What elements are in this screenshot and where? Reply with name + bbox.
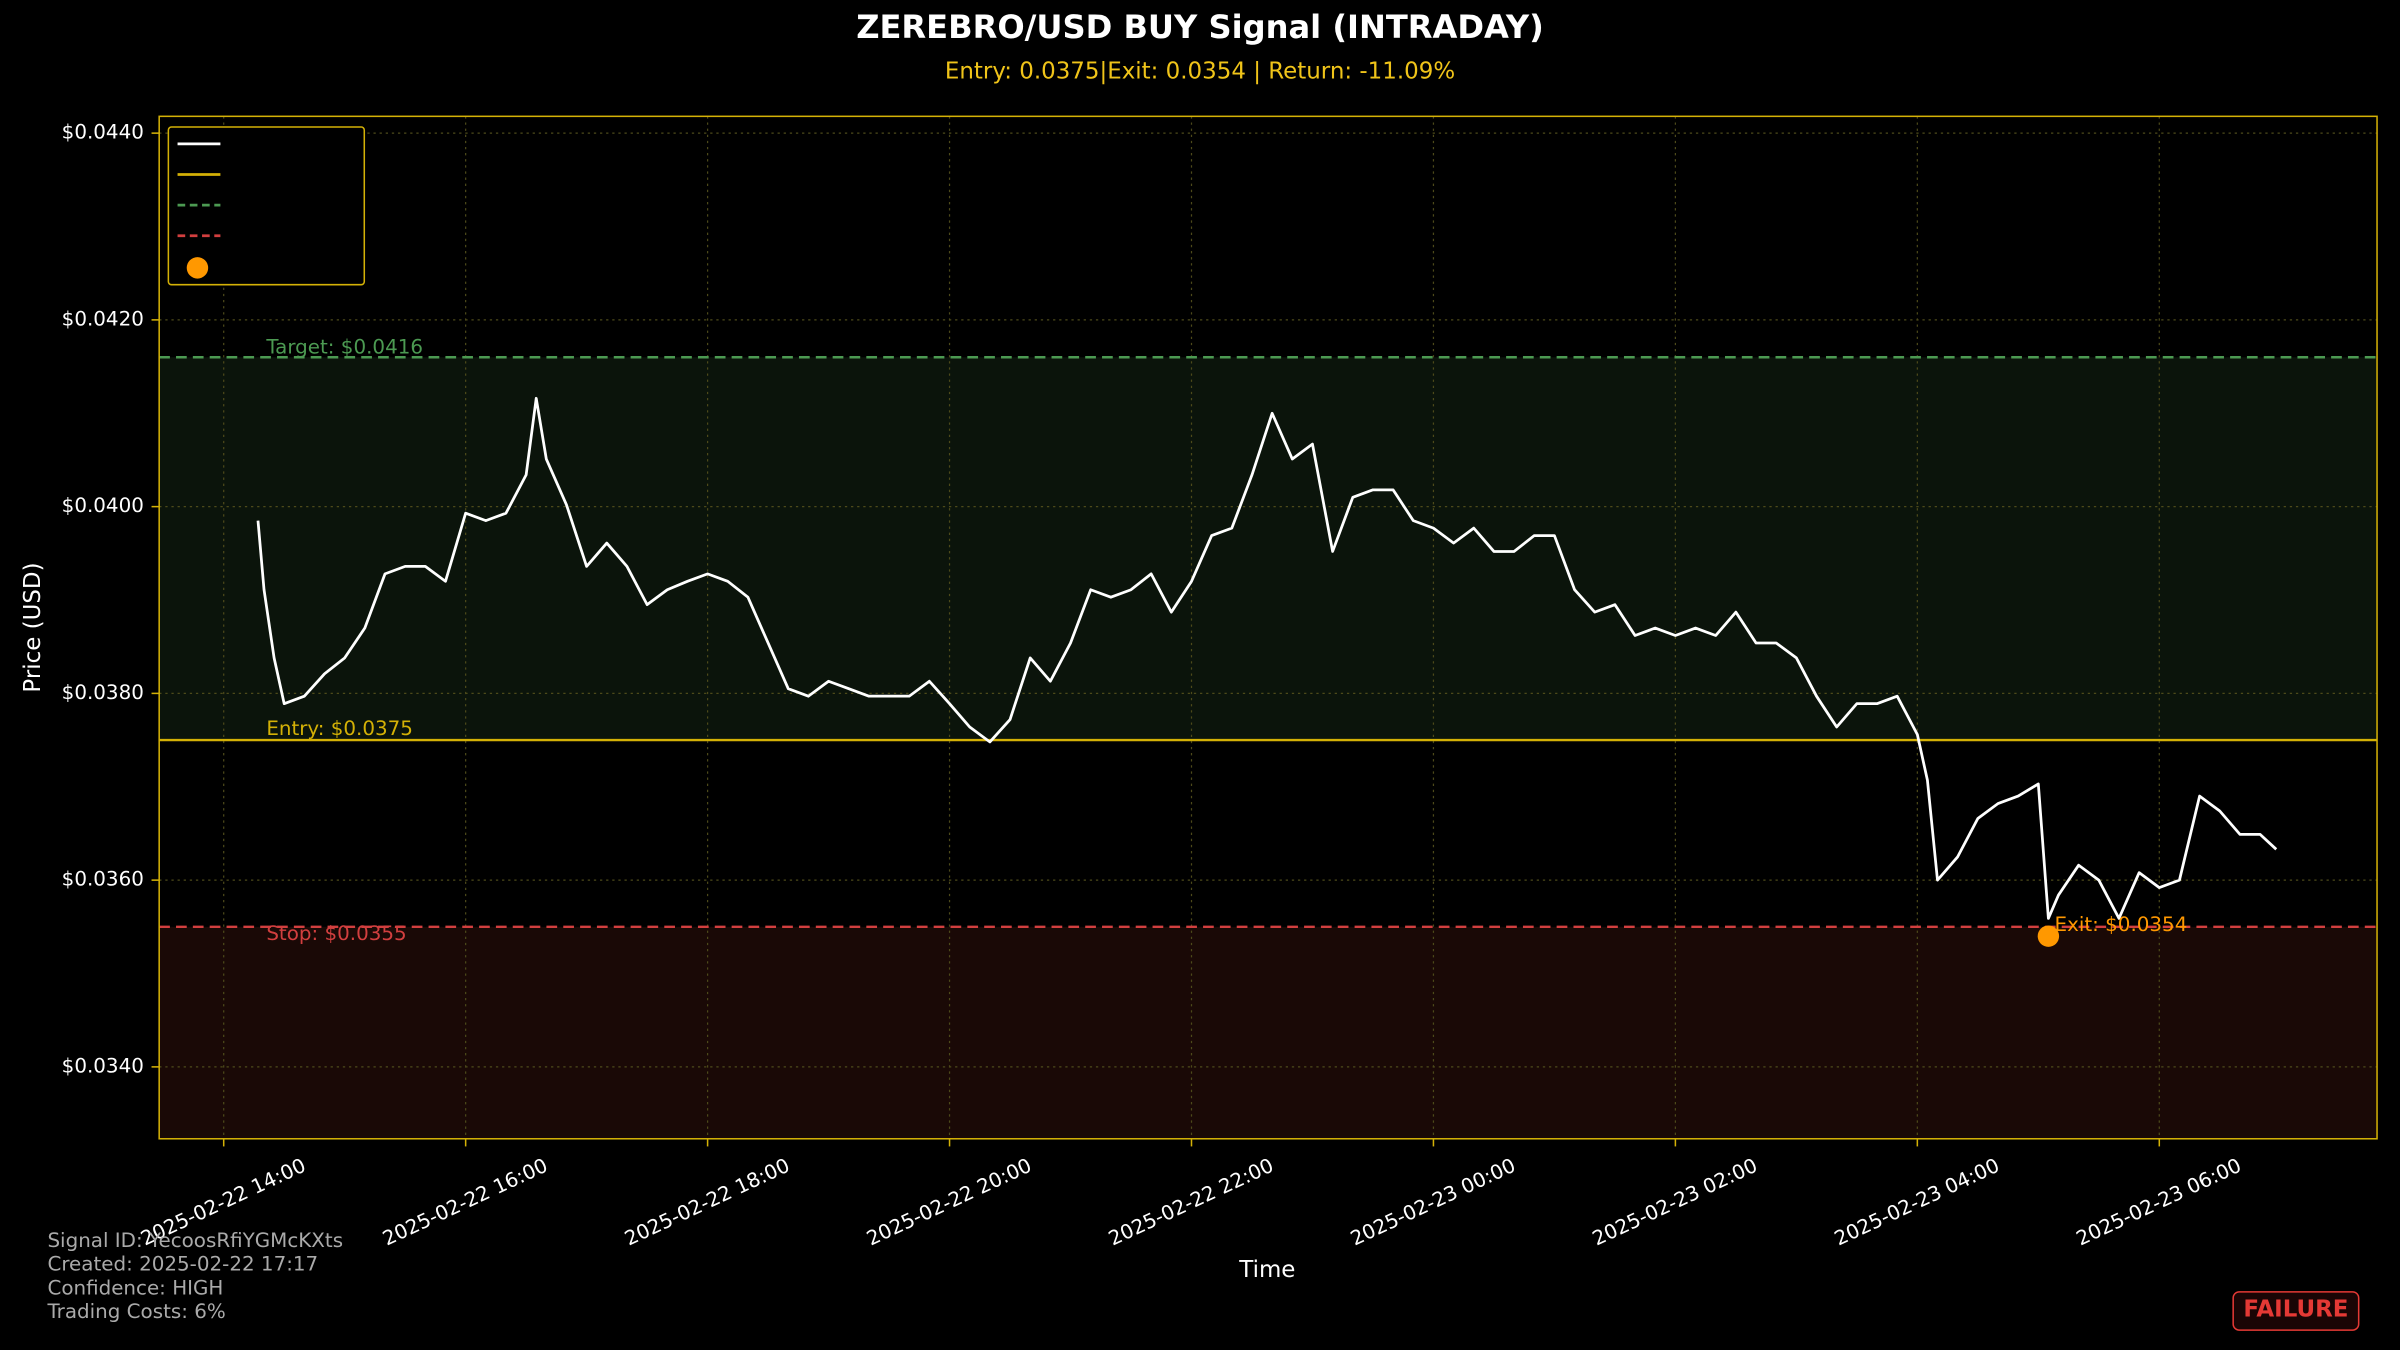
y-tick-label: $0.0380 — [62, 681, 144, 704]
legend-handle — [186, 257, 209, 279]
exit-marker — [2037, 925, 2060, 947]
profit-zone — [159, 357, 2378, 741]
y-tick-label: $0.0420 — [62, 307, 144, 330]
chart-subtitle: Entry: 0.0375|Exit: 0.0354 | Return: -11… — [945, 58, 1455, 84]
x-axis-label: Time — [1238, 1257, 1295, 1283]
y-tick-label: $0.0400 — [62, 494, 144, 517]
footer-text: Trading Costs: 6% — [46, 1300, 225, 1323]
level-label: Entry: $0.0375 — [266, 717, 413, 740]
footer-text: Created: 2025-02-22 17:17 — [47, 1253, 318, 1276]
legend-box — [167, 126, 366, 286]
price-line — [256, 396, 2278, 920]
footer-text: Signal ID: YecoosRfiYGMcKXts — [47, 1229, 343, 1252]
exit-label: Exit: $0.0354 — [2055, 913, 2188, 936]
plot-frame — [158, 115, 2378, 1140]
chart-title: ZEREBRO/USD BUY Signal (INTRADAY) — [856, 8, 1544, 46]
y-tick-label: $0.0340 — [62, 1054, 144, 1077]
footer-text: Confidence: HIGH — [47, 1276, 223, 1299]
status-badge: FAILURE — [2243, 1297, 2348, 1323]
loss-zone — [159, 926, 2378, 1139]
y-axis-label: Price (USD) — [20, 562, 46, 692]
badge-box — [2232, 1291, 2360, 1331]
y-tick-label: $0.0440 — [62, 121, 144, 144]
level-label: Target: $0.0416 — [265, 336, 423, 359]
y-tick-label: $0.0360 — [62, 868, 144, 891]
level-label: Stop: $0.0355 — [266, 922, 406, 945]
